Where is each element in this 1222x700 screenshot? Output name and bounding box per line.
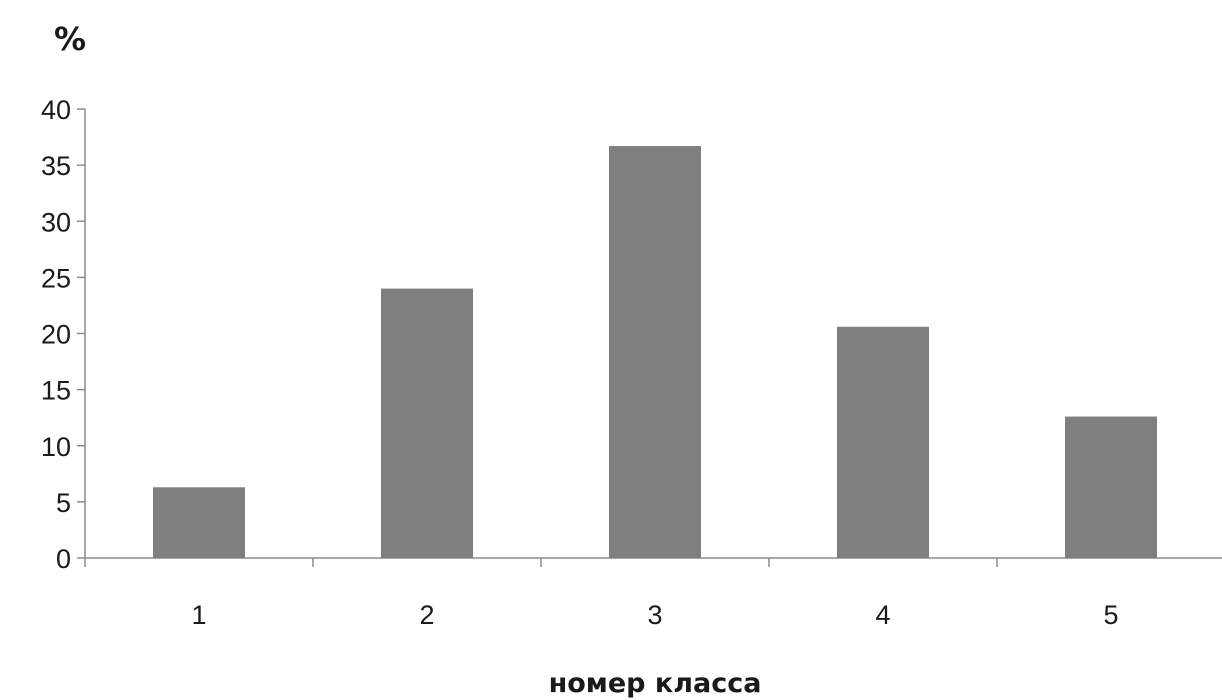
y-tick-label: 25 xyxy=(41,263,71,293)
x-tick-label: 4 xyxy=(875,600,890,630)
x-tick-label: 3 xyxy=(647,600,662,630)
x-tick-label: 5 xyxy=(1103,600,1118,630)
y-axis-unit-label: % xyxy=(54,20,86,58)
bar-class-2 xyxy=(381,288,473,558)
bar-class-5 xyxy=(1065,416,1157,558)
bar-class-3 xyxy=(609,146,701,559)
y-tick-label: 5 xyxy=(56,488,71,518)
y-tick-label: 30 xyxy=(41,207,71,237)
x-tick-labels: 1 2 3 4 5 xyxy=(191,600,1118,630)
x-tick-label: 2 xyxy=(419,600,434,630)
x-tick-label: 1 xyxy=(191,600,206,630)
x-axis xyxy=(84,557,1222,567)
bars xyxy=(153,146,1157,559)
y-tick-label: 15 xyxy=(41,376,71,406)
y-tick-label: 0 xyxy=(56,544,71,574)
y-tick-label: 35 xyxy=(41,151,71,181)
y-tick-label: 20 xyxy=(41,320,71,350)
y-tick-label: 40 xyxy=(41,95,71,125)
y-tick-label: 10 xyxy=(41,432,71,462)
x-axis-title: номер класса xyxy=(549,668,762,699)
bar-class-4 xyxy=(837,326,929,558)
y-axis: 0 5 10 15 20 25 30 35 40 xyxy=(41,95,86,574)
bar-class-1 xyxy=(153,487,245,558)
